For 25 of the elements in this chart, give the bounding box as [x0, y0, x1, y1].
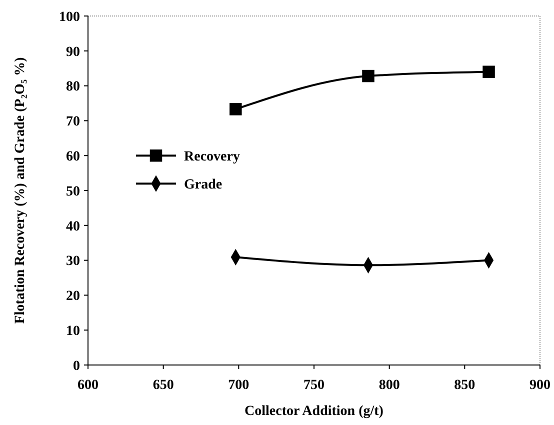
x-tick-label: 900	[530, 378, 550, 393]
y-axis-title: Flotation Recovery (%) and Grade (P₂O₅ %)	[13, 56, 28, 324]
y-tick-label: 30	[66, 254, 80, 270]
y-tick-label: 100	[59, 10, 80, 25]
legend-label: Grade	[184, 178, 222, 192]
x-tick-label: 700	[228, 378, 250, 393]
y-tick-label: 40	[66, 219, 80, 234]
y-tick-label: 20	[66, 289, 80, 304]
y-tick-label: 90	[66, 44, 80, 60]
y-tick-label: 70	[66, 114, 80, 130]
y-tick-label: 60	[66, 150, 80, 164]
x-tick-label: 750	[304, 378, 324, 393]
x-axis-title: Collector Addition (g/t)	[244, 404, 384, 419]
y-tick-label: 50	[66, 184, 80, 200]
point	[230, 103, 242, 116]
y-tick-label: 0	[73, 358, 80, 374]
y-tick-label: 80	[66, 80, 80, 95]
point	[482, 66, 495, 78]
x-tick-label: 600	[78, 378, 98, 393]
point	[362, 70, 374, 82]
legend-label: Recovery	[184, 150, 240, 164]
x-tick-label: 800	[378, 378, 400, 393]
y-tick-label: 10	[66, 324, 80, 339]
x-tick-label: 850	[454, 378, 476, 393]
x-tick-label: 650	[152, 378, 174, 393]
